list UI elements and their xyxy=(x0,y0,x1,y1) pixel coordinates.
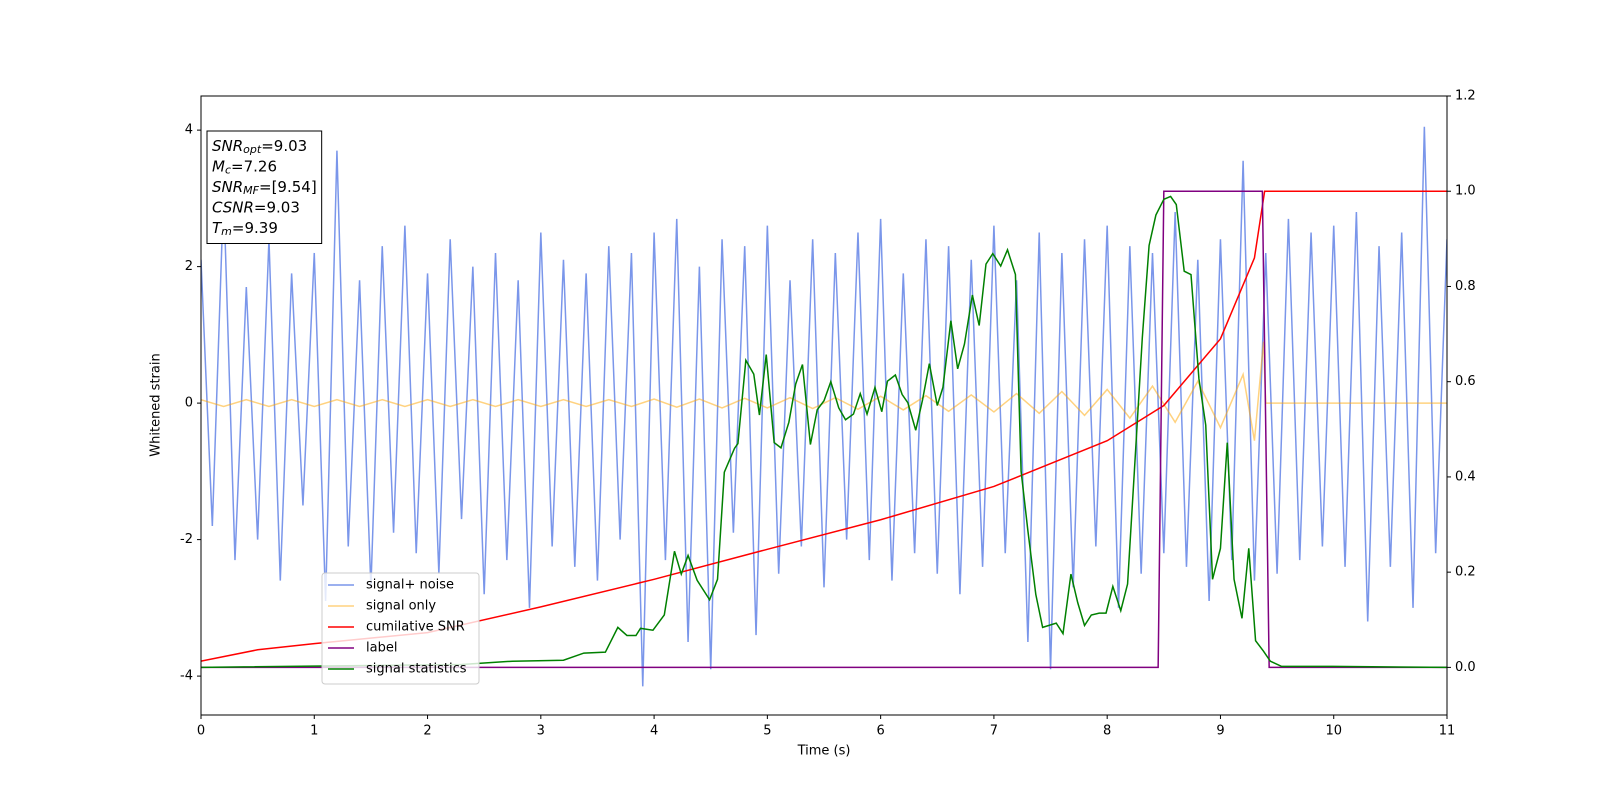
annotation-main: M xyxy=(212,157,225,175)
x-tick-label: 9 xyxy=(1216,724,1224,739)
y2-tick-label: 0.4 xyxy=(1455,469,1476,484)
annotation-text: =9.39 xyxy=(232,219,278,237)
annotation-line: Mc=7.26 xyxy=(212,157,277,177)
series-line xyxy=(201,190,1447,669)
legend-label: cumilative SNR xyxy=(366,620,465,635)
x-tick-label: 4 xyxy=(650,724,658,739)
x-tick-label: 3 xyxy=(537,724,545,739)
annotation-main: T xyxy=(212,219,223,237)
y-tick-label: -2 xyxy=(180,532,193,547)
annotation-sub: opt xyxy=(243,143,262,156)
x-tick-label: 6 xyxy=(876,724,884,739)
annotation-sub: MF xyxy=(243,184,259,197)
x-axis-label: Time (s) xyxy=(797,744,851,759)
legend-label: label xyxy=(366,641,397,656)
annotation-line: SNRopt=9.03 xyxy=(212,137,307,157)
y-tick-label: 0 xyxy=(185,396,193,411)
x-tick-label: 11 xyxy=(1439,724,1456,739)
annotation-line: Tm=9.39 xyxy=(212,219,278,239)
x-tick-label: 5 xyxy=(763,724,771,739)
x-tick-label: 7 xyxy=(990,724,998,739)
annotation-text: =7.26 xyxy=(231,157,277,175)
legend-label: signal statistics xyxy=(366,662,467,677)
series-line xyxy=(201,195,1447,669)
annotation-text: =9.03 xyxy=(261,137,307,155)
y2-tick-label: 0.0 xyxy=(1455,660,1476,675)
annotation-box: SNRopt=9.03Mc=7.26SNRMF=[9.54]CSNR=9.03T… xyxy=(206,130,323,244)
y2-tick-label: 1.0 xyxy=(1455,184,1476,199)
y-tick-label: 4 xyxy=(185,123,193,138)
annotation-sub: m xyxy=(221,225,232,238)
legend-label: signal+ noise xyxy=(366,578,454,593)
axes-frame xyxy=(200,95,1448,716)
y2-tick-label: 1.2 xyxy=(1455,89,1476,104)
x-tick-label: 0 xyxy=(197,724,205,739)
x-tick-label: 2 xyxy=(423,724,431,739)
legend-frame xyxy=(321,572,480,685)
annotation-frame xyxy=(206,130,323,244)
y2-tick-label: 0.2 xyxy=(1455,565,1476,580)
annotation-sub: c xyxy=(225,164,231,177)
series-line xyxy=(201,341,1447,441)
y-tick-label: 2 xyxy=(185,259,193,274)
annotation-main: SNR xyxy=(212,137,243,155)
annotation-main: CSNR xyxy=(212,198,254,216)
annotation-line: CSNR=9.03 xyxy=(212,198,300,216)
annotation-text: =9.03 xyxy=(254,198,300,216)
legend-label: signal only xyxy=(366,599,436,614)
x-tick-label: 10 xyxy=(1325,724,1342,739)
annotation-text: =[9.54] xyxy=(259,178,317,196)
y2-tick-label: 0.8 xyxy=(1455,279,1476,294)
y-tick-label: -4 xyxy=(180,669,193,684)
y-axis-label: Whitened strain xyxy=(149,353,164,456)
y2-tick-label: 0.6 xyxy=(1455,374,1476,389)
x-tick-label: 8 xyxy=(1103,724,1111,739)
annotation-main: SNR xyxy=(212,178,243,196)
x-tick-label: 1 xyxy=(310,724,318,739)
legend: signal+ noise signal only cumilative SNR la… xyxy=(321,572,480,685)
annotation-line: SNRMF=[9.54] xyxy=(212,178,317,198)
